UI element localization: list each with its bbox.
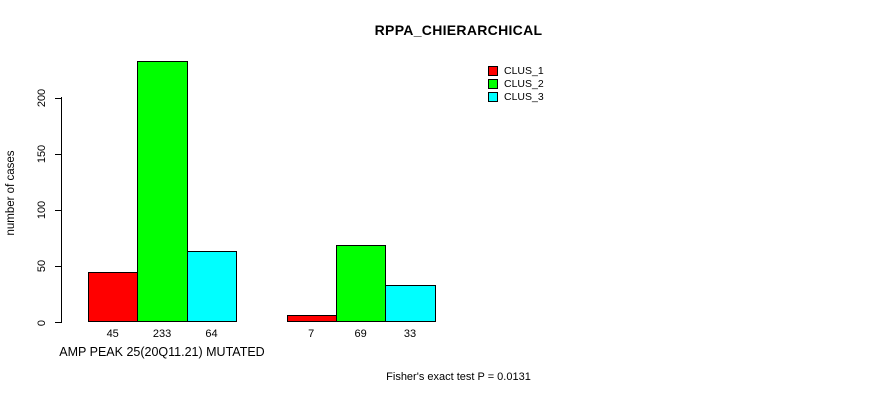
legend: CLUS_1 CLUS_2 CLUS_3 xyxy=(488,64,544,103)
legend-item-clus-1: CLUS_1 xyxy=(488,64,544,77)
legend-swatch-clus-2 xyxy=(488,78,498,89)
bar-value-label: 64 xyxy=(205,328,218,340)
y-axis-line xyxy=(61,97,62,323)
y-tick xyxy=(55,153,61,155)
bar-clus_1-group1 xyxy=(88,271,139,323)
bar-value-label: 7 xyxy=(308,328,315,340)
legend-swatch-clus-1 xyxy=(488,65,498,76)
y-tick-label: 50 xyxy=(36,260,48,273)
legend-item-clus-2: CLUS_2 xyxy=(488,77,544,90)
bar-clus_2-group2 xyxy=(335,245,387,323)
y-tick xyxy=(55,265,61,267)
y-tick xyxy=(55,322,61,323)
legend-label-clus-2: CLUS_2 xyxy=(504,77,544,90)
bar-clus_1-group2 xyxy=(286,314,337,323)
legend-swatch-clus-3 xyxy=(488,91,498,102)
x-group-label: AMP PEAK 25(20Q11.21) MUTATED xyxy=(59,345,265,359)
footer-annotation: Fisher's exact test P = 0.0131 xyxy=(386,371,531,383)
bar-clus_3-group2 xyxy=(385,285,436,323)
chart-title: RPPA_CHIERARCHICAL xyxy=(374,22,543,38)
bar-value-label: 33 xyxy=(403,328,417,340)
y-tick-label: 100 xyxy=(36,201,48,220)
bar-clus_2-group1 xyxy=(137,60,188,323)
y-tick xyxy=(55,97,61,99)
bar-value-label: 45 xyxy=(106,328,119,340)
y-tick-label: 0 xyxy=(36,319,48,326)
y-tick-label: 200 xyxy=(36,88,48,108)
y-tick-label: 150 xyxy=(36,144,48,164)
bar-value-label: 233 xyxy=(152,328,172,340)
y-axis-title: number of cases xyxy=(5,150,17,236)
y-tick xyxy=(55,209,61,211)
legend-label-clus-3: CLUS_3 xyxy=(504,90,544,103)
bar-value-label: 69 xyxy=(354,328,367,340)
legend-label-clus-1: CLUS_1 xyxy=(504,64,544,77)
legend-item-clus-3: CLUS_3 xyxy=(488,90,544,103)
bar-clus_3-group1 xyxy=(186,250,238,323)
